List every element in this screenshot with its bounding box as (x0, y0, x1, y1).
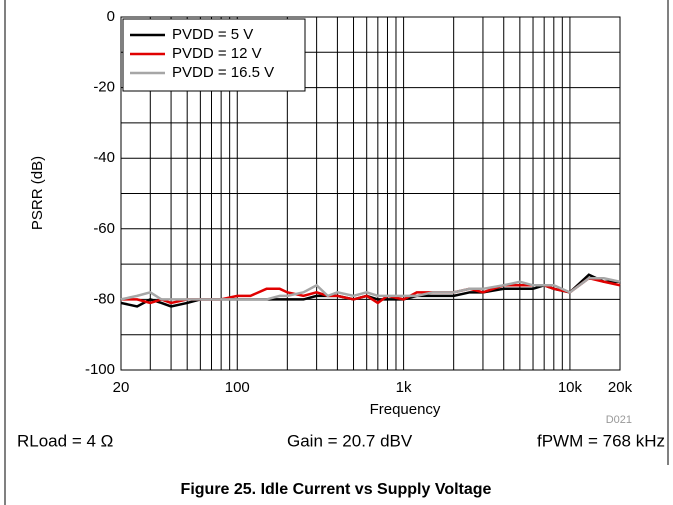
x-tick-label: 100 (225, 379, 250, 396)
y-axis-label: PSRR (dB) (29, 156, 46, 230)
y-tick-label: -40 (93, 149, 115, 166)
y-tick-label: -60 (93, 220, 115, 237)
x-axis-label: Frequency (370, 401, 441, 418)
figure-code: D021 (606, 414, 632, 426)
annotation: Gain = 20.7 dBV (287, 431, 413, 450)
y-tick-label: -100 (85, 361, 115, 378)
x-tick-label: 1k (396, 379, 412, 396)
x-tick-label: 10k (558, 379, 583, 396)
y-tick-label: 0 (107, 8, 115, 25)
legend-label: PVDD = 5 V (172, 26, 253, 43)
annotation: fPWM = 768 kHz (537, 431, 665, 450)
annotation: RLoad = 4 Ω (17, 431, 113, 450)
caption: Figure 25. Idle Current vs Supply Voltag… (181, 481, 492, 498)
series-line (120, 276, 621, 301)
x-tick-label: 20 (113, 379, 130, 396)
x-tick-label: 20k (608, 379, 633, 396)
y-tick-label: -20 (93, 79, 115, 96)
legend-label: PVDD = 16.5 V (172, 64, 274, 81)
legend-label: PVDD = 12 V (172, 45, 262, 62)
y-tick-label: -80 (93, 290, 115, 307)
